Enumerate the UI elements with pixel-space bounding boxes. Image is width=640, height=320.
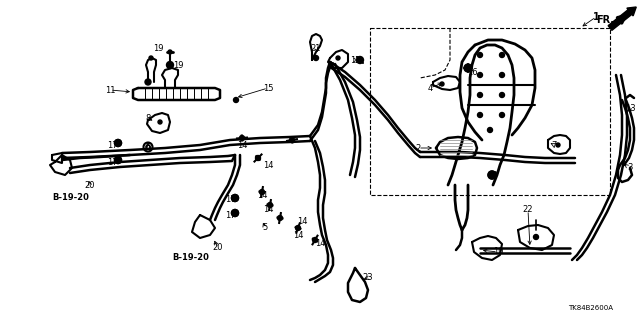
- Text: 17: 17: [107, 157, 117, 166]
- Circle shape: [259, 189, 264, 195]
- Circle shape: [115, 156, 122, 164]
- Text: 21: 21: [311, 44, 321, 52]
- Text: 14: 14: [257, 190, 268, 199]
- Circle shape: [166, 61, 173, 68]
- Circle shape: [314, 55, 319, 60]
- Circle shape: [296, 226, 301, 230]
- Circle shape: [115, 140, 122, 147]
- Text: 4: 4: [428, 84, 433, 92]
- Text: FR.: FR.: [596, 15, 614, 25]
- Circle shape: [255, 156, 260, 161]
- Circle shape: [234, 98, 239, 102]
- Circle shape: [145, 79, 151, 85]
- Text: 14: 14: [297, 218, 307, 227]
- Circle shape: [488, 127, 493, 132]
- Circle shape: [278, 215, 282, 220]
- Text: 14: 14: [263, 205, 273, 214]
- Text: 11: 11: [105, 85, 115, 94]
- Circle shape: [556, 143, 560, 147]
- Circle shape: [488, 171, 496, 179]
- Circle shape: [312, 237, 317, 243]
- Text: B-19-20: B-19-20: [172, 253, 209, 262]
- Text: 1: 1: [593, 12, 600, 22]
- Circle shape: [239, 135, 244, 140]
- Text: 20: 20: [212, 244, 223, 252]
- Circle shape: [168, 50, 172, 54]
- Circle shape: [499, 92, 504, 98]
- Text: 9: 9: [328, 60, 333, 69]
- Circle shape: [477, 113, 483, 117]
- Text: 22: 22: [523, 205, 533, 214]
- Circle shape: [440, 82, 444, 86]
- Text: 23: 23: [363, 274, 373, 283]
- Circle shape: [534, 235, 538, 239]
- Text: 14: 14: [315, 238, 325, 247]
- Text: 19: 19: [173, 60, 183, 69]
- Text: 14: 14: [237, 140, 247, 149]
- Text: 7: 7: [551, 140, 557, 149]
- Text: TK84B2600A: TK84B2600A: [568, 305, 613, 311]
- Text: 17: 17: [225, 196, 236, 204]
- Circle shape: [356, 57, 364, 63]
- Text: 14: 14: [263, 161, 273, 170]
- Text: 17: 17: [107, 140, 117, 149]
- Text: 8: 8: [145, 114, 150, 123]
- Text: 3: 3: [627, 163, 633, 172]
- Text: 16: 16: [467, 68, 477, 76]
- Circle shape: [232, 195, 239, 202]
- Circle shape: [499, 73, 504, 77]
- Circle shape: [149, 56, 153, 60]
- Circle shape: [289, 138, 294, 142]
- Text: 10: 10: [493, 247, 503, 257]
- Text: 17: 17: [225, 211, 236, 220]
- Text: 2: 2: [415, 143, 420, 153]
- Circle shape: [336, 56, 340, 60]
- Text: 20: 20: [84, 180, 95, 189]
- Circle shape: [477, 92, 483, 98]
- Text: 18: 18: [486, 171, 497, 180]
- Circle shape: [499, 113, 504, 117]
- Text: 14: 14: [292, 230, 303, 239]
- FancyArrow shape: [608, 7, 636, 30]
- Circle shape: [477, 52, 483, 58]
- Circle shape: [232, 210, 239, 217]
- Text: 15: 15: [263, 84, 273, 92]
- Text: 6: 6: [145, 142, 150, 151]
- Circle shape: [477, 73, 483, 77]
- Circle shape: [268, 203, 273, 207]
- Text: 5: 5: [262, 223, 268, 233]
- Circle shape: [158, 120, 162, 124]
- Text: 19: 19: [153, 44, 163, 52]
- Circle shape: [464, 64, 472, 72]
- Text: B-19-20: B-19-20: [52, 194, 89, 203]
- Text: 13: 13: [625, 103, 636, 113]
- Text: 12: 12: [349, 55, 360, 65]
- Circle shape: [499, 52, 504, 58]
